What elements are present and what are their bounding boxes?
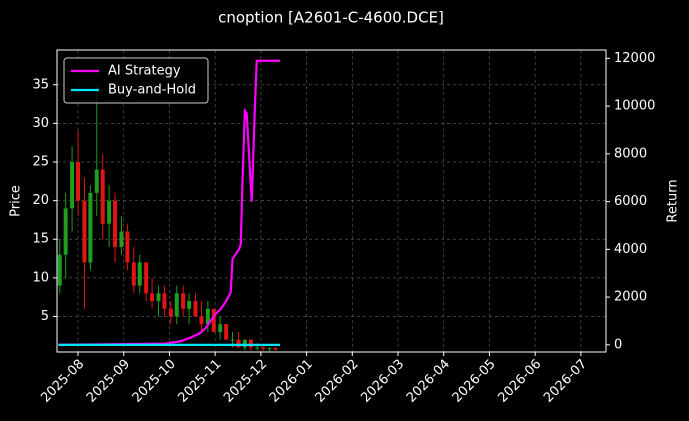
y2-tick-label: 6000 bbox=[614, 194, 647, 209]
y2-tick-label: 2000 bbox=[614, 290, 647, 305]
candle-body bbox=[100, 169, 105, 224]
candle-body bbox=[181, 293, 186, 309]
y-tick-label: 10 bbox=[32, 270, 49, 285]
y-tick-label: 25 bbox=[32, 154, 49, 169]
candle-body bbox=[125, 231, 130, 263]
y2-axis-label: Return bbox=[666, 179, 681, 222]
candle-body bbox=[224, 324, 229, 340]
candle-body bbox=[273, 348, 278, 350]
x-tick-label: 2026-01 bbox=[267, 357, 316, 406]
candle-body bbox=[267, 348, 272, 350]
y-tick-label: 5 bbox=[41, 309, 49, 324]
candle-body bbox=[113, 200, 118, 247]
candle-body bbox=[63, 208, 68, 255]
legend-box bbox=[63, 57, 209, 104]
candle-body bbox=[248, 339, 253, 348]
legend-label: Buy-and-Hold bbox=[108, 83, 196, 98]
x-tick-label: 2025-09 bbox=[84, 357, 133, 406]
candle-body bbox=[76, 161, 81, 201]
candle-body bbox=[107, 200, 112, 224]
x-tick-label: 2025-08 bbox=[38, 357, 87, 406]
x-tick-label: 2025-11 bbox=[175, 357, 224, 406]
candle-body bbox=[187, 301, 192, 309]
candle-body bbox=[193, 301, 198, 317]
plot-frame bbox=[56, 49, 607, 353]
chart-title: cnoption [A2601-C-4600.DCE] bbox=[218, 9, 444, 27]
y2-tick-label: 12000 bbox=[614, 51, 655, 66]
y2-tick-label: 0 bbox=[614, 337, 622, 352]
candle-body bbox=[131, 262, 136, 286]
candle-body bbox=[162, 293, 167, 309]
candle-body bbox=[88, 192, 93, 263]
candle-body bbox=[137, 262, 142, 286]
candle-body bbox=[144, 262, 149, 294]
candle-body bbox=[70, 161, 75, 209]
candle-body bbox=[261, 347, 266, 349]
x-tick-label: 2026-02 bbox=[313, 357, 362, 406]
y-tick-label: 20 bbox=[32, 193, 49, 208]
candle-body bbox=[119, 231, 124, 247]
y-tick-label: 35 bbox=[32, 77, 49, 92]
x-tick-label: 2026-03 bbox=[358, 357, 407, 406]
x-tick-label: 2026-06 bbox=[495, 357, 544, 406]
candle-body bbox=[242, 339, 247, 348]
candle-body bbox=[199, 316, 204, 325]
y-tick-label: 15 bbox=[32, 232, 49, 247]
candle-body bbox=[255, 347, 260, 349]
x-tick-label: 2026-07 bbox=[541, 357, 590, 406]
candle-body bbox=[57, 254, 62, 286]
y-tick-label: 30 bbox=[32, 116, 49, 131]
x-tick-label: 2025-10 bbox=[130, 357, 179, 406]
y-axis-label: Price bbox=[9, 185, 24, 217]
legend-label: AI Strategy bbox=[108, 64, 181, 79]
x-tick-label: 2026-05 bbox=[450, 357, 499, 406]
candle-body bbox=[230, 339, 235, 341]
x-tick-label: 2026-04 bbox=[404, 357, 453, 406]
candle-body bbox=[168, 308, 173, 317]
line bbox=[58, 59, 281, 346]
y2-tick-label: 4000 bbox=[614, 242, 647, 257]
x-tick-label: 2025-12 bbox=[221, 357, 270, 406]
y2-tick-label: 10000 bbox=[614, 99, 655, 114]
candle-body bbox=[236, 339, 241, 348]
candle-body bbox=[205, 308, 210, 325]
candle-body bbox=[174, 293, 179, 317]
y2-tick-label: 8000 bbox=[614, 146, 647, 161]
candle-body bbox=[156, 293, 161, 302]
candle-body bbox=[82, 200, 87, 263]
candle-body bbox=[218, 324, 223, 332]
candle-body bbox=[94, 169, 99, 193]
candle-body bbox=[150, 293, 155, 302]
candle-body bbox=[211, 308, 216, 332]
